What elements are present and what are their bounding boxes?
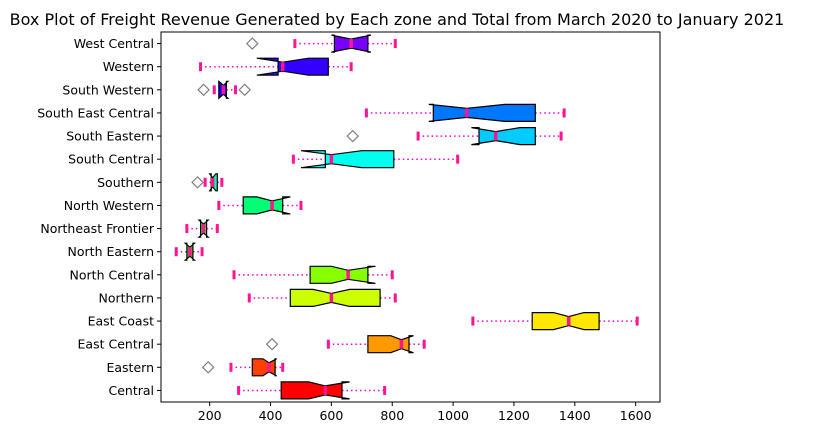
- y-tick-label: West Central: [74, 36, 154, 51]
- box-group: [197, 79, 252, 100]
- y-tick-label: South East Central: [37, 105, 154, 120]
- chart-title: Box Plot of Freight Revenue Generated by…: [10, 10, 785, 29]
- x-tick-label: 800: [380, 408, 404, 423]
- x-tick-label: 1000: [437, 408, 469, 423]
- box-group: [201, 358, 285, 377]
- box-body: [309, 265, 376, 284]
- y-axis: Central Eastern East Central East Coast Nort…: [37, 36, 161, 398]
- x-axis: 200 400 600 800 1000 1200 1400 1600: [198, 402, 652, 423]
- plot-frame: [160, 31, 661, 403]
- box-group: [291, 150, 460, 169]
- box-group: [217, 196, 303, 215]
- y-tick-label: Northern: [99, 290, 155, 305]
- flier-point: [346, 129, 360, 143]
- box-group: [174, 242, 204, 261]
- y-tick-label: South Western: [62, 82, 154, 97]
- box-group: [237, 381, 387, 400]
- y-tick-label: North Western: [64, 198, 154, 213]
- box-group: [245, 34, 397, 53]
- x-tick-label: 200: [198, 408, 222, 423]
- y-tick-label: Eastern: [106, 360, 154, 375]
- flier-point: [191, 175, 204, 189]
- flier-point: [245, 37, 259, 50]
- box-group: [247, 288, 397, 307]
- y-tick-label: Southern: [97, 175, 154, 190]
- box-body: [251, 358, 277, 377]
- box-group: [364, 103, 566, 123]
- y-tick-label: East Coast: [88, 314, 154, 329]
- box-body: [428, 103, 536, 123]
- y-tick-label: Central: [108, 383, 154, 398]
- box-group: [185, 219, 219, 238]
- box-body: [242, 196, 291, 215]
- x-tick-label: 400: [259, 408, 283, 423]
- y-tick-label: East Central: [78, 337, 154, 352]
- plot-marks: [174, 34, 639, 400]
- box-group: [346, 126, 563, 146]
- x-tick-label: 1200: [498, 408, 530, 423]
- box-body: [471, 126, 536, 146]
- flier-point: [238, 83, 252, 97]
- box-group: [265, 335, 426, 354]
- box-body: [256, 57, 329, 76]
- box-body: [280, 381, 350, 400]
- x-tick-label: 600: [319, 408, 343, 423]
- box-body: [367, 335, 414, 354]
- box-group: [191, 173, 224, 192]
- flier-point: [265, 337, 279, 351]
- y-tick-label: North Central: [70, 267, 154, 282]
- y-tick-label: South Eastern: [66, 129, 154, 144]
- box-group: [471, 312, 639, 331]
- y-tick-label: Northeast Frontier: [40, 221, 154, 236]
- flier-point: [197, 83, 210, 97]
- box-group: [199, 57, 353, 76]
- box-body: [289, 288, 381, 307]
- x-tick-label: 1600: [620, 408, 652, 423]
- y-tick-label: North Eastern: [68, 244, 154, 259]
- x-tick-label: 1400: [559, 408, 591, 423]
- y-tick-label: South Central: [68, 152, 154, 167]
- box-body: [300, 150, 395, 169]
- box-body: [531, 312, 600, 331]
- flier-point: [201, 360, 215, 374]
- y-tick-label: Western: [103, 59, 154, 74]
- box-group: [232, 265, 394, 284]
